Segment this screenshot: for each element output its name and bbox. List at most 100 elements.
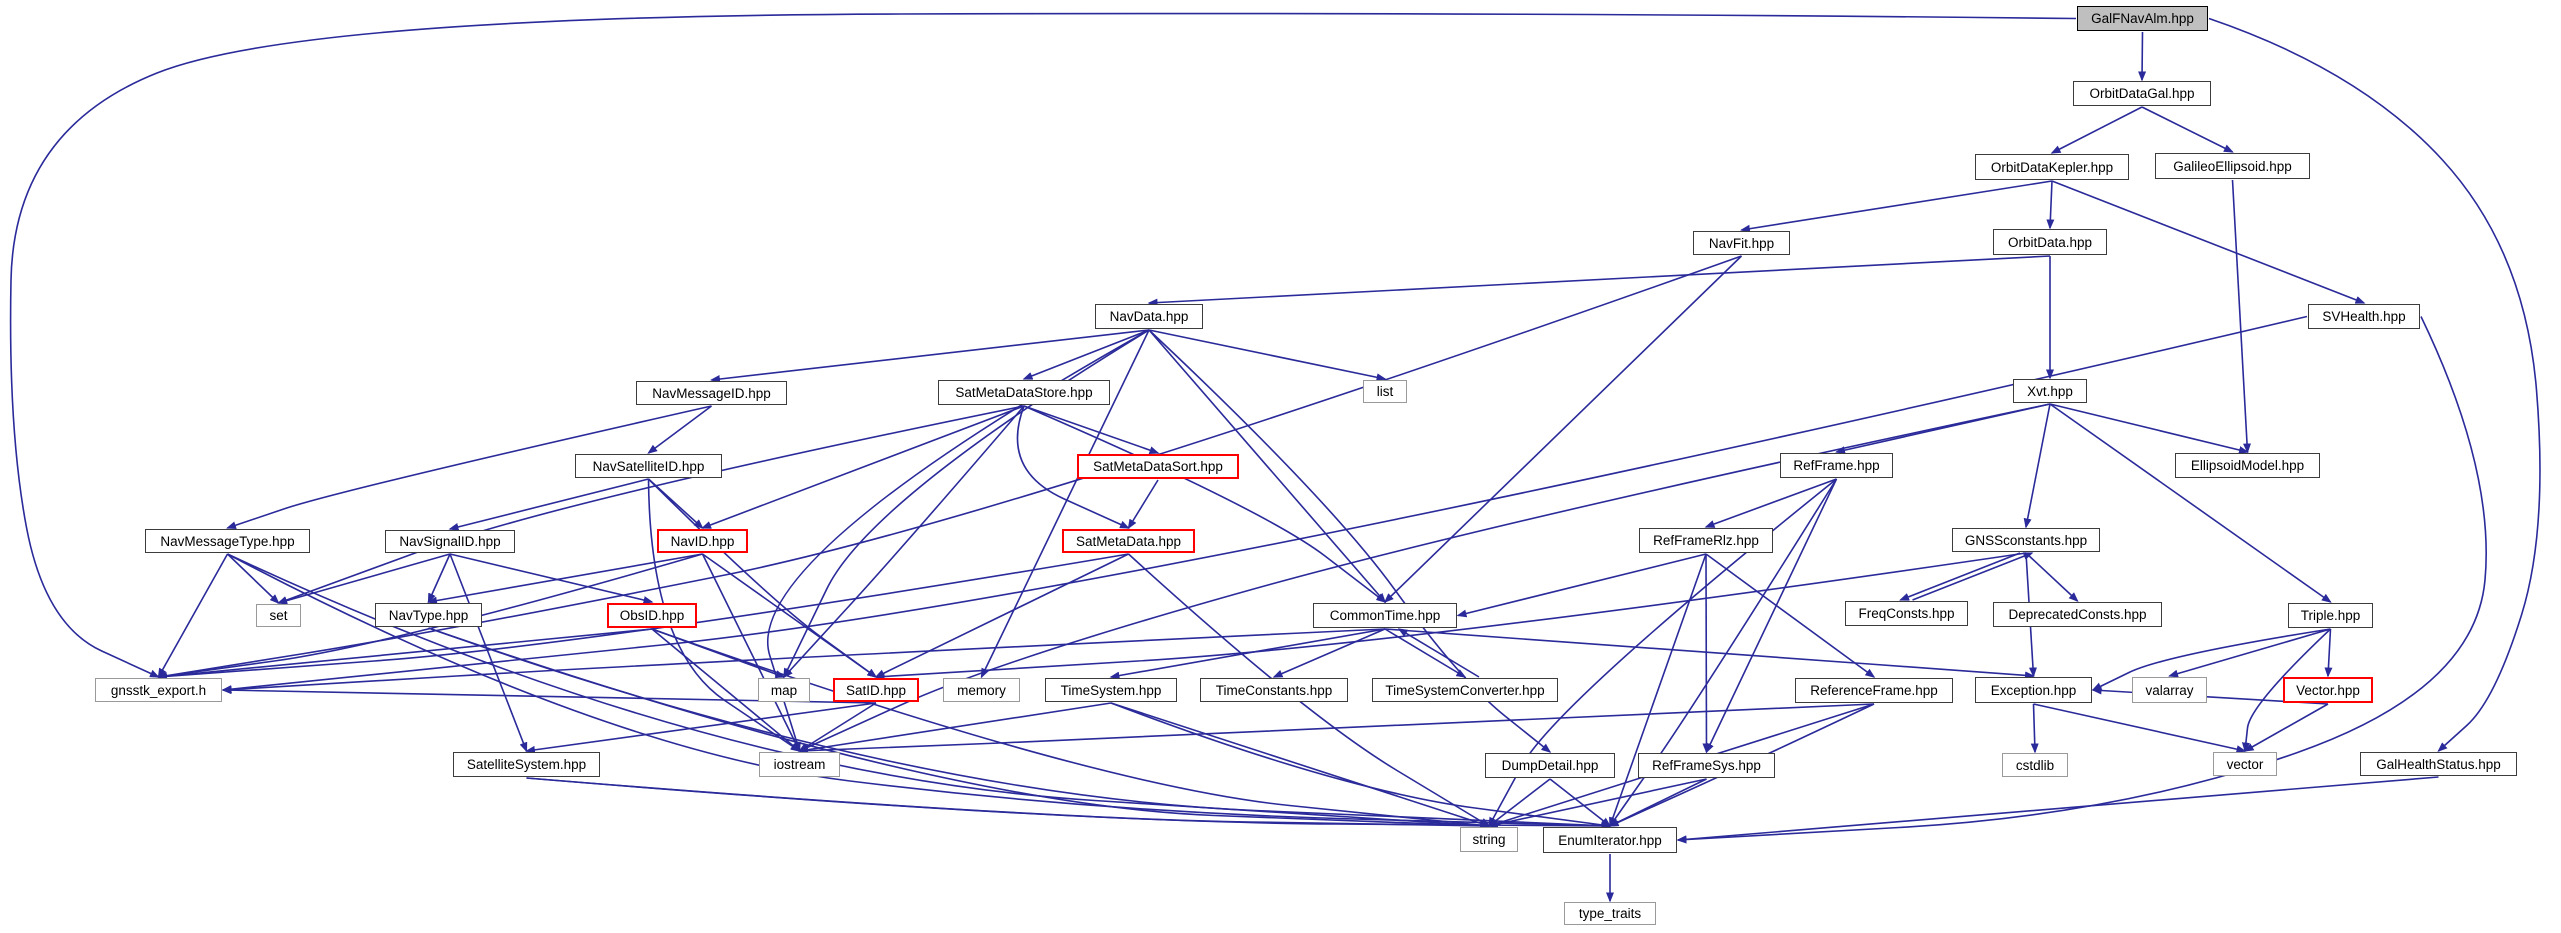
graph-node-label: TimeSystemConverter.hpp	[1385, 682, 1545, 698]
edge-NavSignalID-to-set	[277, 553, 451, 605]
graph-node-TimeConstants[interactable]: TimeConstants.hpp	[1200, 678, 1348, 702]
graph-node-cstdlib: cstdlib	[2002, 753, 2068, 777]
edge-OrbitDataKepler-to-SVHealth	[2051, 180, 2366, 304]
edge-RefFrameRlz-to-ReferenceFrame	[1705, 553, 1876, 678]
graph-node-Exception[interactable]: Exception.hpp	[1975, 677, 2092, 703]
graph-node-SatID[interactable]: SatID.hpp	[833, 678, 919, 702]
edge-TimeSystemConverter-to-CommonTime	[1397, 628, 1480, 678]
graph-node-label: SatMetaData.hpp	[1075, 533, 1182, 549]
edge-SatMetaDataStore-to-SatMetaDataSort	[1023, 405, 1160, 454]
edge-TimeSystem-to-string	[1110, 702, 1491, 828]
graph-node-GalHealthStatus[interactable]: GalHealthStatus.hpp	[2360, 752, 2517, 776]
graph-node-string: string	[1460, 827, 1518, 852]
graph-node-label: SatelliteSystem.hpp	[466, 757, 587, 772]
edge-Exception-to-cstdlib	[2030, 703, 2039, 754]
graph-node-GNSSconstants[interactable]: GNSSconstants.hpp	[1952, 528, 2100, 552]
edge-NavMessageType-to-gnsstk_export	[157, 553, 229, 679]
graph-node-DumpDetail[interactable]: DumpDetail.hpp	[1485, 753, 1615, 778]
edge-DumpDetail-to-string	[1487, 778, 1551, 827]
graph-node-label: list	[1376, 384, 1394, 399]
edge-SatID-to-SatelliteSystem	[525, 702, 877, 754]
graph-node-CommonTime[interactable]: CommonTime.hpp	[1313, 603, 1457, 628]
graph-node-label: SatID.hpp	[845, 682, 907, 698]
graph-node-NavSignalID[interactable]: NavSignalID.hpp	[385, 530, 515, 553]
edge-OrbitDataGal-to-OrbitDataKepler	[2050, 106, 2143, 154]
edge-NavID-to-SatID	[702, 553, 878, 678]
graph-node-type_traits: type_traits	[1564, 902, 1656, 925]
graph-node-label: FreqConsts.hpp	[1858, 606, 1955, 621]
edge-RefFrameRlz-to-EnumIterator	[1609, 553, 1707, 828]
graph-node-NavData[interactable]: NavData.hpp	[1095, 304, 1203, 329]
graph-node-GalileoEllipsoid[interactable]: GalileoEllipsoid.hpp	[2155, 153, 2310, 179]
graph-node-label: memory	[957, 682, 1006, 698]
edge-SVHealth-to-EnumIterator	[1676, 316, 2487, 844]
graph-node-TimeSystemConverter[interactable]: TimeSystemConverter.hpp	[1372, 678, 1558, 702]
graph-node-label: TimeSystem.hpp	[1060, 682, 1162, 698]
graph-node-RefFrame[interactable]: RefFrame.hpp	[1780, 453, 1893, 478]
graph-node-NavSatelliteID[interactable]: NavSatelliteID.hpp	[575, 454, 722, 478]
graph-node-SatelliteSystem[interactable]: SatelliteSystem.hpp	[453, 752, 600, 777]
graph-node-set: set	[256, 604, 301, 627]
edge-NavType-to-string	[428, 627, 1491, 830]
graph-node-label: NavType.hpp	[388, 607, 469, 623]
graph-node-label: Triple.hpp	[2300, 608, 2361, 623]
graph-node-NavMessageID[interactable]: NavMessageID.hpp	[636, 381, 787, 405]
graph-node-NavMessageType[interactable]: NavMessageType.hpp	[145, 529, 310, 553]
graph-node-NavType[interactable]: NavType.hpp	[375, 603, 482, 627]
graph-node-EnumIterator[interactable]: EnumIterator.hpp	[1543, 827, 1677, 853]
edge-RefFrameSys-to-EnumIterator	[1608, 778, 1707, 827]
graph-node-label: NavMessageType.hpp	[160, 533, 295, 549]
graph-node-ReferenceFrame[interactable]: ReferenceFrame.hpp	[1795, 678, 1953, 703]
edge-SatMetaData-to-gnsstk_export	[157, 553, 1129, 681]
edge-CommonTime-to-Exception	[1384, 628, 2035, 680]
graph-node-map: map	[758, 678, 810, 702]
graph-node-RefFrameRlz[interactable]: RefFrameRlz.hpp	[1639, 528, 1773, 553]
graph-node-OrbitDataKepler[interactable]: OrbitDataKepler.hpp	[1975, 154, 2129, 180]
edge-NavData-to-list	[1148, 329, 1387, 382]
graph-node-EllipsoidModel[interactable]: EllipsoidModel.hpp	[2175, 453, 2320, 478]
graph-node-label: OrbitDataGal.hpp	[2089, 86, 2195, 101]
graph-node-label: GNSSconstants.hpp	[1964, 532, 2088, 548]
graph-node-label: Vector.hpp	[2296, 682, 2360, 698]
edge-GNSSconstants-to-DeprecatedConsts	[2025, 552, 2079, 603]
graph-node-NavFit[interactable]: NavFit.hpp	[1693, 231, 1790, 255]
graph-node-TimeSystem[interactable]: TimeSystem.hpp	[1045, 678, 1177, 702]
graph-node-label: string	[1472, 832, 1506, 847]
edge-NavSignalID-to-NavType	[427, 553, 451, 604]
edge-SatMetaDataStore-to-NavID	[701, 405, 1025, 529]
graph-node-RefFrameSys[interactable]: RefFrameSys.hpp	[1638, 753, 1775, 778]
graph-node-label: map	[770, 682, 798, 698]
graph-node-memory: memory	[943, 678, 1020, 702]
edge-GalFNavAlm-to-GalHealthStatus	[2208, 17, 2541, 753]
graph-node-label: RefFrameSys.hpp	[1652, 758, 1761, 773]
graph-node-SatMetaDataSort[interactable]: SatMetaDataSort.hpp	[1077, 454, 1239, 479]
graph-node-OrbitData[interactable]: OrbitData.hpp	[1993, 229, 2107, 255]
graph-node-label: iostream	[773, 757, 826, 772]
edge-SVHealth-to-gnsstk_export	[221, 315, 2308, 694]
edge-Triple-to-valarray	[2168, 628, 2331, 678]
graph-node-NavID[interactable]: NavID.hpp	[657, 529, 748, 553]
graph-node-OrbitDataGal[interactable]: OrbitDataGal.hpp	[2073, 81, 2211, 106]
edge-OrbitDataGal-to-GalileoEllipsoid	[2141, 106, 2234, 153]
graph-node-SatMetaDataStore[interactable]: SatMetaDataStore.hpp	[938, 380, 1110, 405]
edge-TimeSystem-to-iostream	[798, 702, 1112, 754]
edge-CommonTime-to-TimeConstants	[1272, 628, 1386, 678]
graph-node-label: set	[269, 608, 288, 623]
graph-node-Triple[interactable]: Triple.hpp	[2288, 603, 2373, 628]
graph-node-label: GalileoEllipsoid.hpp	[2173, 158, 2292, 174]
edge-GalileoEllipsoid-to-EllipsoidModel	[2231, 179, 2252, 454]
graph-node-label: NavMessageID.hpp	[652, 385, 771, 401]
graph-node-label: DeprecatedConsts.hpp	[2008, 607, 2147, 622]
graph-node-SatMetaData[interactable]: SatMetaData.hpp	[1062, 529, 1195, 553]
graph-node-label: SVHealth.hpp	[2322, 309, 2406, 324]
graph-node-Vector[interactable]: Vector.hpp	[2283, 677, 2373, 703]
edge-ObsID-to-gnsstk_export	[157, 628, 653, 681]
graph-node-ObsID[interactable]: ObsID.hpp	[607, 603, 697, 628]
graph-node-FreqConsts[interactable]: FreqConsts.hpp	[1845, 601, 1968, 626]
graph-node-label: EllipsoidModel.hpp	[2190, 458, 2305, 473]
graph-node-DeprecatedConsts[interactable]: DeprecatedConsts.hpp	[1993, 602, 2162, 627]
edge-FreqConsts-to-GNSSconstants	[1912, 552, 2034, 601]
graph-node-Xvt[interactable]: Xvt.hpp	[2013, 379, 2087, 403]
graph-node-gnsstk_export: gnsstk_export.h	[95, 678, 222, 702]
graph-node-SVHealth[interactable]: SVHealth.hpp	[2308, 304, 2420, 329]
